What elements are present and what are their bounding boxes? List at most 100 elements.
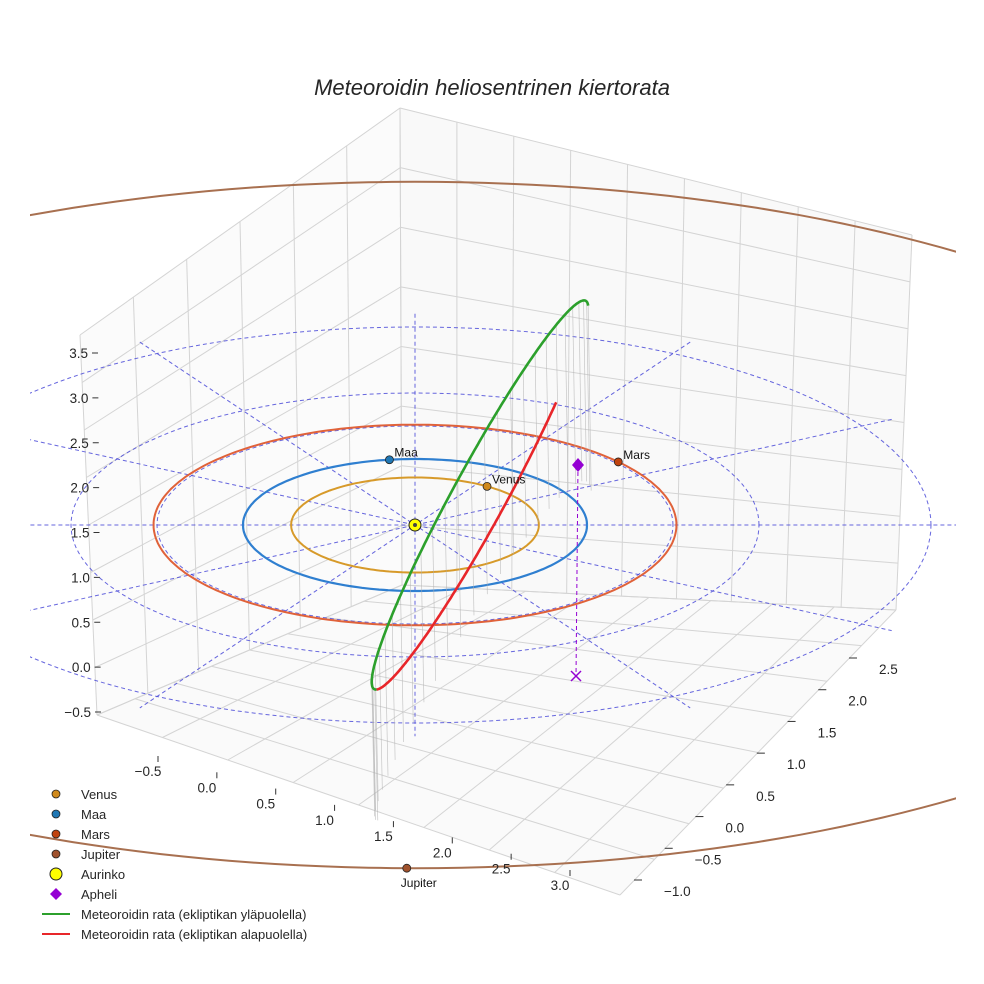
y-axis-label: 1.0 <box>787 757 806 772</box>
drop-line <box>384 632 389 776</box>
grid-line <box>554 606 835 873</box>
drop-line <box>420 551 425 703</box>
grid-line <box>162 587 464 738</box>
drop-line <box>444 504 449 660</box>
legend-marker-mars <box>51 829 61 839</box>
drop-line <box>587 305 592 491</box>
grid-line <box>401 524 899 564</box>
chart-title: Meteoroidin heliosentrinen kiertorata <box>314 75 670 100</box>
ecliptic-spoke <box>30 439 892 632</box>
aphelion-marker <box>572 458 584 472</box>
y-axis-label: 2.5 <box>879 662 898 677</box>
orbit-jupiter <box>30 180 956 870</box>
x-axis-label: 0.5 <box>256 797 275 812</box>
planet-marker-venus <box>482 481 492 491</box>
legend-label: Aurinko <box>81 867 125 882</box>
drop-line <box>409 573 414 723</box>
x-axis-label: 1.5 <box>374 829 393 844</box>
drop-line <box>564 314 569 490</box>
drop-line <box>432 527 436 681</box>
x-axis-label: −0.5 <box>135 764 162 779</box>
legend-label: Apheli <box>81 887 117 902</box>
y-axis-label: −1.0 <box>664 884 691 899</box>
legend-label: Venus <box>81 787 118 802</box>
grid-line <box>79 107 401 336</box>
drop-line <box>497 410 501 574</box>
orbits <box>30 180 956 870</box>
grid-line <box>96 584 403 716</box>
orbit-mars <box>152 423 678 627</box>
planet-label-venus: Venus <box>492 472 525 486</box>
ecliptic-spoke <box>30 418 892 611</box>
grid-line <box>83 226 401 431</box>
drop-line <box>572 306 577 485</box>
axis-ticks: 3.5 3.0 2.5 2.0 1.5 1.0 0.5 0.0 −0.5 −0.5 0.0 0.5 1.… <box>64 346 897 899</box>
legend-marker-venus <box>51 789 61 799</box>
grid-line <box>92 465 402 621</box>
x-axis-label: 1.0 <box>315 813 334 828</box>
grid-line <box>88 346 402 526</box>
drop-line <box>372 686 376 820</box>
planet-label-mars: Mars <box>623 448 650 462</box>
x-axis-label: 0.0 <box>197 780 216 795</box>
y-axis-label: 0.0 <box>725 821 744 836</box>
drop-line <box>583 300 587 482</box>
grid-line <box>86 286 402 478</box>
y-axis-label: 1.5 <box>818 725 837 740</box>
grid-line <box>401 405 903 470</box>
pane-floor <box>97 585 896 895</box>
drop-line <box>371 681 376 817</box>
grid-line <box>358 597 650 806</box>
grid-line <box>94 524 402 668</box>
grid-line <box>399 107 913 236</box>
aphelion-projection <box>570 670 582 682</box>
legend-label: Meteoroidin rata (ekliptikan alapuolella… <box>81 927 307 942</box>
grid-line <box>400 167 911 283</box>
drop-line <box>586 301 591 485</box>
pane-back-right <box>400 108 912 610</box>
z-axis-label: 2.5 <box>70 436 89 451</box>
z-axis-label: 0.0 <box>72 660 91 675</box>
drop-line <box>372 673 376 811</box>
y-axis-label: −0.5 <box>695 852 722 867</box>
drop-line <box>374 662 379 802</box>
drop-line <box>470 456 475 616</box>
planet-marker-maa <box>385 455 394 465</box>
drop-line <box>457 480 462 638</box>
legend-marker-aphelion <box>50 888 62 900</box>
grid-line <box>400 226 909 330</box>
grid-box <box>79 107 913 896</box>
drop-line <box>510 389 514 556</box>
legend-marker-sun <box>49 867 63 881</box>
planet-marker-mars <box>613 457 623 467</box>
aphelion-drop <box>575 464 579 678</box>
orbit-venus <box>290 476 540 574</box>
drop-line <box>374 689 379 821</box>
z-axis-label: −0.5 <box>64 705 91 720</box>
sun-center <box>413 523 417 527</box>
grid-line <box>488 603 773 851</box>
z-axis-label: 2.0 <box>70 481 89 496</box>
drop-line <box>555 324 560 498</box>
grid-line <box>81 167 401 383</box>
meteoroid-orbit-above <box>370 299 590 691</box>
drop-line <box>522 370 527 538</box>
x-axis-label: 2.0 <box>433 845 452 860</box>
legend-label: Jupiter <box>81 847 121 862</box>
z-axis-label: 3.5 <box>69 346 88 361</box>
grid-line <box>227 590 526 761</box>
grid-line <box>401 465 901 517</box>
meteoroid-orbit <box>370 299 592 821</box>
drop-line <box>391 614 396 760</box>
z-axis-label: 1.0 <box>71 570 90 585</box>
legend-label: Maa <box>81 807 107 822</box>
grid-line <box>400 286 907 377</box>
drop-line <box>483 433 488 595</box>
z-axis-label: 3.0 <box>70 391 89 406</box>
orbit-maa <box>241 457 589 593</box>
planet-label-jupiter: Jupiter <box>401 876 437 890</box>
z-axis-label: 1.5 <box>71 526 90 541</box>
grid-line <box>292 593 588 783</box>
grid-line <box>400 346 905 423</box>
y-axis-label: 0.5 <box>756 789 775 804</box>
